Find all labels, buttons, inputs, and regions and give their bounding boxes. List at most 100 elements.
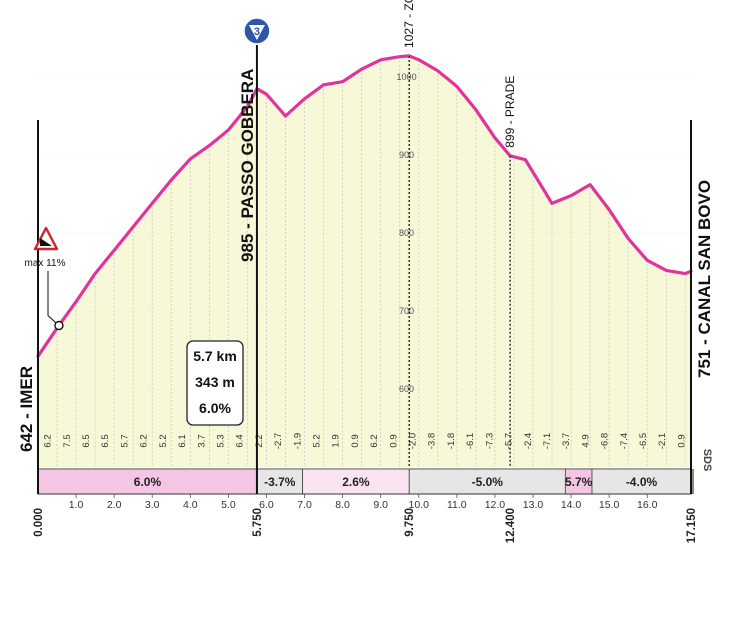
km-gradient-label: 6.4 <box>235 434 246 447</box>
km-gradient-label: -6.1 <box>465 433 476 449</box>
km-gradient-label: 0.9 <box>388 434 399 447</box>
waypoint-label: 899 - PRADE <box>503 76 517 148</box>
y-tick-label: 600 <box>399 384 414 394</box>
km-gradient-label: -6.8 <box>600 433 611 449</box>
climb-stat: 5.7 km <box>193 348 237 364</box>
waypoint-label: 751 - CANAL SAN BOVO <box>695 180 714 378</box>
x-tick-label: 4.0 <box>183 499 198 511</box>
x-axis-group: 1.0 2.0 3.0 4.0 5.0 6.0 7.0 8.0 9.0 10.0 11.0 12.0 1… <box>33 493 698 543</box>
max-gradient-slope-icon <box>40 238 52 246</box>
km-gradient-label: -7.4 <box>619 433 630 449</box>
y-tick-label: 900 <box>399 150 414 160</box>
km-gradient-label: -2.0 <box>408 433 419 449</box>
climb-badge-triangle <box>248 25 265 40</box>
profile-line-group <box>36 54 693 358</box>
annotations-group: 3 5.7 km 343 m 6.0% max 11% SDS <box>25 17 713 472</box>
waypoint-label: 985 - PASSO GOBBERA <box>238 69 257 262</box>
profile-area-group <box>38 55 691 468</box>
climb-stats-box <box>186 340 244 426</box>
km-gradient-label: 5.7 <box>119 434 130 447</box>
km-gradient-label: 5.3 <box>215 434 226 447</box>
x-tick-label: 7.0 <box>297 499 312 511</box>
x-tick-label: 6.0 <box>259 499 274 511</box>
segment-gradient-label: 5.7% <box>565 475 593 489</box>
segment-gradient-label: 2.6% <box>342 475 370 489</box>
x-tick-label: 5.0 <box>221 499 236 511</box>
km-gradient-label: -1.9 <box>292 433 303 449</box>
waypoint-label: 642 - IMER <box>17 366 36 452</box>
km-gradient-label: -3.8 <box>427 433 438 449</box>
km-gradient-label: 6.5 <box>100 434 111 447</box>
max-gradient-leader <box>47 271 60 326</box>
x-tick-label: 13.0 <box>523 499 544 511</box>
km-gradient-label: 0.9 <box>350 434 361 447</box>
gradient-segments-group: 6.0% -3.7% 2.6% -5.0% 5.7% -4.0% <box>37 468 694 495</box>
climb-stat: 6.0% <box>199 400 231 416</box>
km-gradient-label: 2.2 <box>254 434 265 447</box>
segment-block <box>564 468 593 495</box>
segment-gradient-label: -5.0% <box>472 475 504 489</box>
segment-block <box>256 468 304 495</box>
y-tick-labels-group: 600 700 800 900 1000 <box>397 72 417 394</box>
y-tick-label: 1000 <box>397 72 417 82</box>
segment-gradient-label: -4.0% <box>626 475 658 489</box>
km-gradient-label: 6.1 <box>177 434 188 447</box>
segment-gradient-label: -3.7% <box>264 475 296 489</box>
km-gradient-label: -2.7 <box>273 433 284 449</box>
km-gradient-label: 7.5 <box>62 434 73 447</box>
x-tick-label: 8.0 <box>335 499 350 511</box>
x-key-label: 12.400 <box>505 508 517 543</box>
climb-badge-number: 3 <box>254 26 260 38</box>
x-tick-label: 1.0 <box>69 499 84 511</box>
profile-line <box>36 54 693 358</box>
y-tick-label: 700 <box>399 306 414 316</box>
segment-gradient-label: 6.0% <box>134 475 162 489</box>
km-gradient-label: -7.3 <box>484 433 495 449</box>
km-gradient-label: 6.2 <box>43 434 54 447</box>
x-tick-label: 14.0 <box>561 499 582 511</box>
climb-stat: 343 m <box>195 374 235 390</box>
grid-lines-group <box>38 56 691 467</box>
segment-block <box>302 468 410 495</box>
segment-block <box>591 468 692 495</box>
x-tick-label: 16.0 <box>637 499 658 511</box>
x-tick-label: 11.0 <box>447 499 467 511</box>
x-tick-label: 10.0 <box>409 499 430 511</box>
km-gradient-label: 1.9 <box>331 434 342 447</box>
x-key-label: 9.750 <box>404 508 416 537</box>
km-gradient-label: -3.7 <box>561 433 572 449</box>
x-key-label: 17.150 <box>686 508 698 543</box>
max-gradient-point <box>54 320 64 331</box>
km-gradient-label: 0.9 <box>676 434 687 447</box>
x-key-label: 5.750 <box>252 508 264 537</box>
km-gradient-label: 4.9 <box>580 434 591 447</box>
km-gradient-label: -2.4 <box>523 433 534 449</box>
km-gradient-label: -6.5 <box>638 433 649 449</box>
x-tick-label: 3.0 <box>145 499 160 511</box>
km-gradient-label: 6.5 <box>81 434 92 447</box>
km-gradient-label: 6.2 <box>139 434 150 447</box>
km-gradient-label: 6.2 <box>369 434 380 447</box>
max-gradient-label: max 11% <box>25 258 66 269</box>
y-tick-label: 800 <box>399 228 414 238</box>
profile-area <box>38 55 691 468</box>
waypoints-group: 642 - IMER 985 - PASSO GOBBERA 1027 - ZORT… <box>17 0 714 494</box>
km-gradient-label: 5.2 <box>311 434 322 447</box>
waypoint-label: 1027 - ZORTEA <box>402 0 416 48</box>
km-gradient-label: -7.1 <box>542 433 553 449</box>
km-gradient-label: 3.7 <box>196 434 207 447</box>
x-tick-label: 9.0 <box>373 499 388 511</box>
km-gradient-label: -2.1 <box>657 433 668 449</box>
x-tick-label: 12.0 <box>485 499 506 511</box>
segment-bar-end <box>691 469 694 494</box>
km-gradient-label: -5.7 <box>504 433 515 449</box>
km-gradient-label: -1.8 <box>446 433 457 449</box>
km-gradient-labels-group: 6.2 7.5 6.5 6.5 5.7 6.2 5.2 6.1 3.7 5.3 6.4 2.2 -2.7… <box>43 433 688 449</box>
x-tick-label: 2.0 <box>107 499 122 511</box>
watermark: SDS <box>701 449 713 472</box>
km-gradient-label: 5.2 <box>158 434 169 447</box>
x-tick-label: 15.0 <box>599 499 620 511</box>
x-key-label: 0.000 <box>33 508 45 537</box>
